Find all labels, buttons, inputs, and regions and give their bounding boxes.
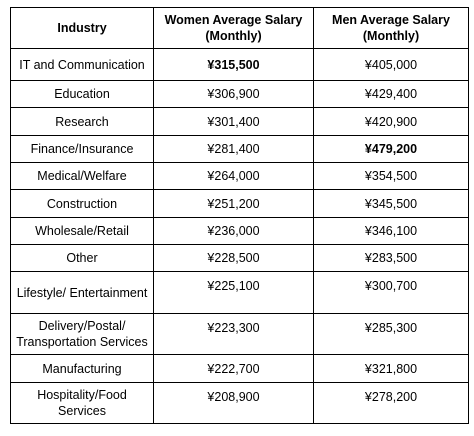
table-row: IT and Communication ¥315,500 ¥405,000 xyxy=(10,48,469,81)
women-salary-cell: ¥251,200 xyxy=(153,189,314,218)
table-row: Manufacturing ¥222,700 ¥321,800 xyxy=(10,354,469,383)
men-salary-cell: ¥345,500 xyxy=(313,189,469,218)
men-salary-cell: ¥283,500 xyxy=(313,244,469,272)
header-row: Industry Women Average Salary (Monthly) … xyxy=(10,7,469,49)
header-men-salary: Men Average Salary (Monthly) xyxy=(313,7,469,49)
industry-cell: Hospitality/Food Services xyxy=(10,382,154,424)
industry-cell: Finance/Insurance xyxy=(10,135,154,163)
industry-cell: Delivery/Postal/ Transportation Services xyxy=(10,313,154,355)
men-salary-cell: ¥354,500 xyxy=(313,162,469,190)
men-salary-cell: ¥321,800 xyxy=(313,354,469,383)
men-salary-cell: ¥300,700 xyxy=(313,271,469,314)
table-row: Other ¥228,500 ¥283,500 xyxy=(10,244,469,272)
table-row: Construction ¥251,200 ¥345,500 xyxy=(10,189,469,218)
women-salary-cell: ¥281,400 xyxy=(153,135,314,163)
women-salary-cell: ¥236,000 xyxy=(153,217,314,245)
women-salary-cell: ¥315,500 xyxy=(153,48,314,81)
industry-cell: Education xyxy=(10,80,154,108)
women-salary-cell: ¥222,700 xyxy=(153,354,314,383)
industry-cell: Lifestyle/ Entertainment xyxy=(10,271,154,314)
men-salary-cell: ¥429,400 xyxy=(313,80,469,108)
women-salary-cell: ¥225,100 xyxy=(153,271,314,314)
table-row: Education ¥306,900 ¥429,400 xyxy=(10,80,469,108)
table-row: Delivery/Postal/ Transportation Services… xyxy=(10,313,469,355)
men-salary-cell: ¥405,000 xyxy=(313,48,469,81)
salary-table-container: Industry Women Average Salary (Monthly) … xyxy=(10,7,469,424)
women-salary-cell: ¥264,000 xyxy=(153,162,314,190)
industry-cell: Manufacturing xyxy=(10,354,154,383)
table-row: Lifestyle/ Entertainment ¥225,100 ¥300,7… xyxy=(10,271,469,314)
men-salary-cell: ¥420,900 xyxy=(313,107,469,136)
women-salary-cell: ¥228,500 xyxy=(153,244,314,272)
industry-cell: Other xyxy=(10,244,154,272)
table-row: Medical/Welfare ¥264,000 ¥354,500 xyxy=(10,162,469,190)
men-salary-cell: ¥285,300 xyxy=(313,313,469,355)
industry-cell: Medical/Welfare xyxy=(10,162,154,190)
salary-table: Industry Women Average Salary (Monthly) … xyxy=(10,7,469,424)
table-row: Research ¥301,400 ¥420,900 xyxy=(10,107,469,136)
header-women-salary: Women Average Salary (Monthly) xyxy=(153,7,314,49)
industry-cell: Research xyxy=(10,107,154,136)
women-salary-cell: ¥306,900 xyxy=(153,80,314,108)
table-row: Wholesale/Retail ¥236,000 ¥346,100 xyxy=(10,217,469,245)
women-salary-cell: ¥301,400 xyxy=(153,107,314,136)
industry-cell: IT and Communication xyxy=(10,48,154,81)
women-salary-cell: ¥208,900 xyxy=(153,382,314,424)
men-salary-cell: ¥479,200 xyxy=(313,135,469,163)
table-row: Hospitality/Food Services ¥208,900 ¥278,… xyxy=(10,382,469,424)
men-salary-cell: ¥278,200 xyxy=(313,382,469,424)
table-row: Finance/Insurance ¥281,400 ¥479,200 xyxy=(10,135,469,163)
women-salary-cell: ¥223,300 xyxy=(153,313,314,355)
industry-cell: Wholesale/Retail xyxy=(10,217,154,245)
men-salary-cell: ¥346,100 xyxy=(313,217,469,245)
industry-cell: Construction xyxy=(10,189,154,218)
header-industry: Industry xyxy=(10,7,154,49)
